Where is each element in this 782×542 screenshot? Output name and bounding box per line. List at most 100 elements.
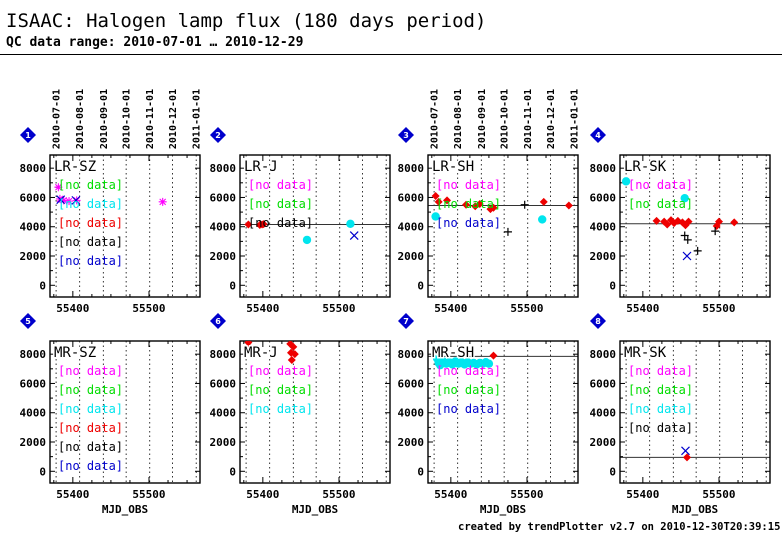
no-data-label: [no data] [248, 216, 313, 230]
date-tick-label: 2010-11-01 [523, 89, 534, 149]
data-point-1 [245, 344, 254, 353]
data-point-0 [244, 341, 253, 347]
no-data-label: [no data] [58, 364, 123, 378]
no-data-label: [no data] [628, 421, 693, 435]
x-tick-label: 55400 [246, 302, 279, 315]
no-data-label: [no data] [436, 402, 501, 416]
data-point-13 [730, 218, 739, 227]
data-point-19 [484, 359, 494, 368]
data-point-5 [158, 197, 167, 206]
data-point-2 [59, 196, 68, 205]
x-axis-label: MJD_OBS [480, 503, 526, 516]
data-point-5 [346, 219, 355, 229]
no-data-label: [no data] [58, 254, 123, 268]
date-tick-label: 2010-09-01 [99, 89, 110, 149]
no-data-label: [no data] [248, 364, 313, 378]
data-point-9 [564, 201, 573, 210]
no-data-label: [no data] [436, 197, 501, 211]
date-tick-label: 2010-07-01 [52, 89, 63, 149]
no-data-label: [no data] [248, 402, 313, 416]
no-data-label: [no data] [628, 402, 693, 416]
data-point-0 [431, 191, 440, 200]
data-points [431, 349, 498, 370]
data-point-1 [681, 446, 690, 456]
x-tick-label: 55400 [434, 488, 467, 501]
data-point-3 [65, 197, 74, 206]
data-point-5 [475, 200, 484, 209]
x-axis-label: MJD_OBS [102, 503, 148, 516]
panel-badge-number: 1 [25, 131, 31, 140]
no-data-label: [no data] [58, 402, 123, 416]
data-point-1 [434, 197, 443, 206]
data-point-14 [680, 231, 689, 240]
data-point-7 [489, 203, 498, 212]
panel-frame [427, 154, 579, 298]
x-tick-label: 55500 [132, 302, 165, 315]
no-data-label: [no data] [58, 235, 123, 249]
date-tick-label: 2010-07-01 [430, 89, 441, 149]
no-data-label: [no data] [58, 421, 123, 435]
panel-frame [619, 340, 771, 484]
panel-lr-sz: 0 2000 4000 6000 8000 55400 55500 2010-07-01 201… [20, 89, 203, 315]
date-tick-label: 2010-10-01 [500, 89, 511, 149]
panel-frame [427, 340, 579, 484]
data-point-11 [538, 215, 547, 224]
no-data-label: [no data] [58, 178, 123, 192]
no-data-label: [no data] [436, 178, 501, 192]
data-point-0 [683, 453, 692, 462]
y-tick-label: 0 [417, 465, 424, 478]
data-point-20 [489, 351, 498, 360]
no-data-label: [no data] [436, 216, 501, 230]
panel-badge-icon [210, 313, 226, 329]
panel-badge-number: 2 [215, 131, 221, 140]
data-point-1 [680, 193, 689, 203]
y-tick-label: 8000 [210, 162, 237, 175]
title-divider [0, 54, 782, 55]
y-tick-label: 2000 [398, 250, 425, 263]
data-point-10 [431, 212, 440, 221]
panel-frame [239, 340, 391, 484]
x-tick-label: 55500 [702, 302, 735, 315]
panel-mr-sz: 0 2000 4000 6000 8000 55400 55500 MJD_OBS 5 MR-SZ… [20, 313, 201, 516]
y-tick-label: 4000 [398, 407, 425, 420]
data-point-3 [259, 220, 268, 229]
panel-badge-number: 5 [25, 317, 31, 326]
data-point-0 [244, 220, 253, 229]
no-data-label: [no data] [248, 383, 313, 397]
data-point-16 [693, 246, 702, 255]
x-tick-label: 55500 [510, 302, 543, 315]
x-tick-label: 55500 [322, 302, 355, 315]
panel-frame [619, 154, 771, 298]
x-tick-label: 55500 [702, 488, 735, 501]
data-point-3 [462, 200, 471, 209]
panel-lr-sk: 0 2000 4000 6000 8000 55400 55500 4 LR-SK [no dat… [590, 127, 771, 315]
y-tick-label: 6000 [398, 191, 425, 204]
y-tick-label: 4000 [590, 407, 617, 420]
no-data-label: [no data] [628, 383, 693, 397]
y-tick-label: 4000 [20, 407, 47, 420]
y-tick-label: 8000 [210, 348, 237, 361]
x-tick-label: 55500 [132, 488, 165, 501]
y-tick-label: 8000 [398, 162, 425, 175]
y-tick-label: 8000 [398, 348, 425, 361]
data-point-6 [349, 231, 359, 240]
x-tick-label: 55400 [246, 488, 279, 501]
page-title: ISAAC: Halogen lamp flux (180 days perio… [6, 10, 487, 32]
y-tick-label: 8000 [590, 348, 617, 361]
data-point-4 [302, 235, 312, 245]
x-tick-label: 55400 [626, 302, 659, 315]
data-point-8 [539, 197, 548, 206]
no-data-label: [no data] [58, 216, 123, 230]
data-point-10 [684, 217, 693, 226]
y-tick-label: 4000 [590, 221, 617, 234]
no-data-label: [no data] [436, 383, 501, 397]
date-tick-label: 2010-11-01 [145, 89, 156, 149]
panel-frame [49, 340, 201, 484]
panel-badge-number: 3 [403, 131, 409, 140]
no-data-label: [no data] [628, 364, 693, 378]
date-tick-label: 2010-08-01 [75, 89, 86, 149]
footer-credit: created by trendPlotter v2.7 on 2010-12-… [458, 521, 781, 533]
x-axis-label: MJD_OBS [292, 503, 338, 516]
y-tick-label: 0 [229, 279, 236, 292]
y-tick-label: 2000 [20, 436, 47, 449]
